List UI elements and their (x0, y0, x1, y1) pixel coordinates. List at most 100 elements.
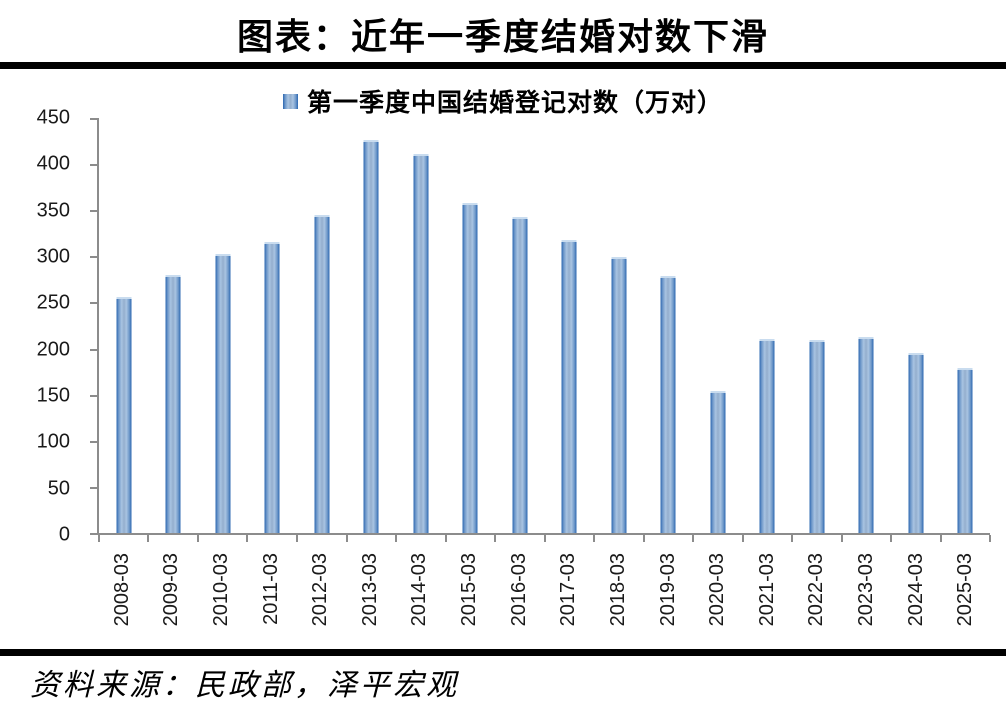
x-tick-label: 2013-03 (358, 553, 381, 627)
x-label-cell: 2016-03 (494, 547, 544, 643)
bar-2024-03 (908, 353, 924, 533)
x-axis-tick (543, 535, 546, 542)
y-tick-label: 150 (36, 384, 70, 407)
x-tick-label: 2020-03 (706, 553, 729, 627)
plot-area (90, 118, 991, 542)
bar-2021-03 (759, 338, 775, 533)
x-label-cell: 2021-03 (742, 547, 792, 643)
x-axis-tick (394, 535, 397, 542)
x-axis-labels: 2008-03 2009-03 2010-03 2011-03 2012-03 2013-… (97, 547, 990, 643)
y-axis-tick (90, 302, 97, 305)
x-label-cell: 2012-03 (295, 547, 345, 643)
bar-2023-03 (858, 336, 874, 533)
x-axis-tick (642, 535, 645, 542)
bar-2019-03 (660, 275, 676, 533)
x-axis-tick (147, 535, 150, 542)
bottom-divider-rule (0, 649, 1006, 656)
bar-2022-03 (809, 340, 825, 533)
bar-2017-03 (561, 239, 577, 533)
x-tick-label: 2023-03 (854, 553, 877, 627)
y-tick-label: 0 (58, 523, 70, 546)
y-axis-tick (90, 486, 97, 489)
x-tick-label: 2016-03 (507, 553, 530, 627)
y-axis-tick (90, 440, 97, 443)
x-label-cell: 2018-03 (593, 547, 643, 643)
x-tick-label: 2022-03 (805, 553, 828, 627)
legend: 第一季度中国结婚登记对数（万对） (0, 85, 1006, 117)
y-axis-labels: 0 50 100 150 200 250 300 350 400 450 (0, 107, 86, 546)
x-label-cell: 2015-03 (444, 547, 494, 643)
x-axis-tick (493, 535, 496, 542)
x-label-cell: 2025-03 (940, 547, 990, 643)
x-axis-tick (196, 535, 199, 542)
x-tick-label: 2024-03 (904, 553, 927, 627)
bar-2009-03 (165, 274, 181, 533)
x-tick-label: 2018-03 (606, 553, 629, 627)
x-tick-label: 2017-03 (557, 553, 580, 627)
y-tick-label: 300 (36, 245, 70, 268)
x-tick-label: 2009-03 (160, 553, 183, 627)
x-axis-tick (791, 535, 793, 542)
y-axis-tick (90, 533, 97, 535)
x-axis-tick (593, 535, 595, 542)
x-label-cell: 2011-03 (246, 547, 296, 643)
y-axis-tick (90, 348, 97, 351)
bar-2020-03 (710, 391, 726, 533)
x-axis-tick (295, 535, 298, 542)
x-axis-tick (691, 535, 694, 542)
y-tick-label: 50 (47, 477, 70, 500)
bar-2008-03 (116, 297, 132, 533)
bar-2018-03 (611, 256, 627, 533)
top-divider-rule (0, 62, 1006, 69)
y-axis-tick (90, 256, 97, 259)
x-axis-tick (989, 535, 991, 542)
x-tick-label: 2012-03 (309, 553, 332, 627)
x-axis-tick (741, 535, 744, 542)
y-tick-label: 200 (36, 338, 70, 361)
x-label-cell: 2009-03 (147, 547, 197, 643)
y-axis-tick (90, 394, 97, 397)
bar-2016-03 (512, 216, 528, 533)
x-axis-tick (889, 535, 892, 542)
x-label-cell: 2013-03 (345, 547, 395, 643)
x-label-cell: 2020-03 (692, 547, 742, 643)
x-label-cell: 2024-03 (891, 547, 941, 643)
x-tick-label: 2014-03 (408, 553, 431, 627)
y-tick-label: 400 (36, 152, 70, 175)
x-label-cell: 2017-03 (543, 547, 593, 643)
x-axis-tick (246, 535, 249, 542)
x-label-cell: 2010-03 (196, 547, 246, 643)
x-axis-tick (98, 535, 100, 542)
x-tick-label: 2025-03 (954, 553, 977, 627)
x-axis-tick (345, 535, 348, 542)
x-tick-label: 2019-03 (656, 553, 679, 627)
x-axis-tick (939, 535, 942, 542)
bar-2013-03 (363, 140, 379, 533)
legend-swatch-icon (282, 93, 298, 109)
x-tick-label: 2010-03 (210, 553, 233, 627)
bar-2025-03 (957, 368, 973, 533)
bar-2012-03 (314, 215, 330, 533)
y-tick-label: 450 (36, 106, 70, 129)
bar-2011-03 (264, 241, 280, 533)
y-axis-tick (90, 118, 97, 120)
x-axis-tick (444, 535, 447, 542)
y-tick-label: 250 (36, 291, 70, 314)
y-tick-label: 100 (36, 430, 70, 453)
x-tick-label: 2011-03 (259, 553, 282, 625)
bar-2015-03 (462, 203, 478, 533)
x-axis-tick (840, 535, 843, 542)
bar-2010-03 (215, 253, 231, 533)
y-tick-label: 350 (36, 199, 70, 222)
x-tick-label: 2015-03 (458, 553, 481, 627)
x-label-cell: 2014-03 (395, 547, 445, 643)
y-axis-tick (90, 164, 97, 167)
legend-label: 第一季度中国结婚登记对数（万对） (306, 90, 723, 117)
x-label-cell: 2019-03 (643, 547, 693, 643)
x-label-cell: 2008-03 (97, 547, 147, 643)
x-tick-label: 2021-03 (755, 553, 778, 627)
x-label-cell: 2023-03 (841, 547, 891, 643)
source-note: 资料来源：民政部，泽平宏观 (30, 669, 459, 702)
x-tick-label: 2008-03 (110, 553, 133, 627)
